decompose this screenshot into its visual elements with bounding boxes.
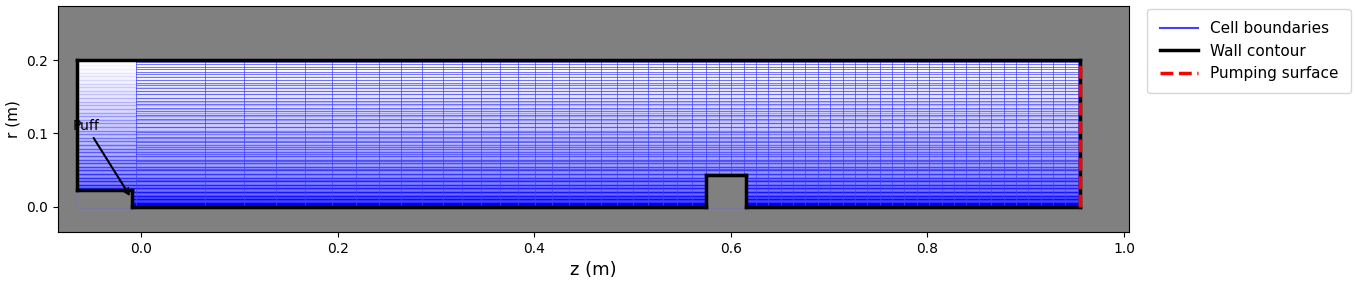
- Text: Puff: Puff: [73, 119, 129, 194]
- Polygon shape: [77, 60, 1079, 207]
- X-axis label: z (m): z (m): [570, 261, 617, 280]
- Legend: Cell boundaries, Wall contour, Pumping surface: Cell boundaries, Wall contour, Pumping s…: [1147, 9, 1351, 93]
- Y-axis label: r (m): r (m): [5, 100, 20, 138]
